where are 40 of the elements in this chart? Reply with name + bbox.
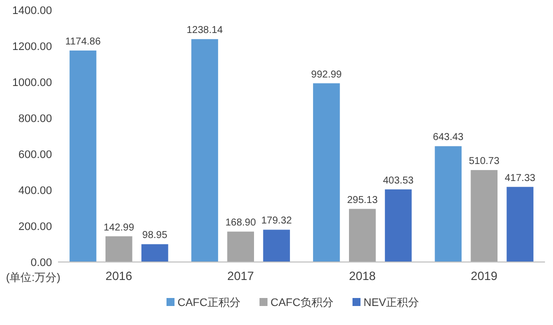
bar	[470, 170, 498, 262]
x-tick-label: 2017	[227, 269, 254, 283]
bar	[348, 208, 376, 262]
text: (单位:万分)	[6, 271, 60, 284]
text: 295.13	[347, 194, 378, 206]
y-tick-label: 1000.00	[12, 77, 52, 89]
text: 1238.14	[186, 25, 223, 36]
y-tick-label: 1200.00	[12, 41, 52, 53]
bar	[141, 244, 168, 262]
y-tick-label: 400.00	[18, 185, 52, 197]
text: 168.90	[225, 218, 256, 229]
x-tick-label: 2016	[106, 269, 133, 283]
y-tick-label: 800.00	[18, 113, 52, 125]
text: 98.95	[142, 230, 168, 242]
bar	[506, 186, 534, 262]
bar	[384, 189, 412, 262]
bar	[191, 39, 218, 262]
y-tick-label: 0.00	[30, 257, 52, 269]
text: 510.73	[468, 156, 500, 168]
legend-label: CAFC正积分	[178, 297, 240, 309]
legend-label: NEV正积分	[364, 297, 420, 309]
text: 1174.86	[65, 36, 101, 48]
x-tick-label: 2018	[349, 269, 376, 283]
text: 643.43	[432, 132, 464, 144]
text: 142.99	[104, 222, 134, 234]
y-tick-label: 600.00	[18, 149, 52, 161]
x-tick-label: 2019	[470, 269, 498, 283]
text: 403.53	[382, 175, 414, 186]
y-tick-label: 200.00	[18, 221, 52, 233]
text: 992.99	[311, 69, 342, 80]
legend-label: CAFC负积分	[270, 297, 334, 309]
bar	[313, 83, 340, 262]
bar	[105, 236, 132, 262]
text: 417.33	[504, 172, 536, 184]
text: 179.32	[261, 216, 292, 227]
bar	[227, 232, 254, 262]
bar	[263, 230, 290, 262]
y-tick-label: 1400.00	[12, 5, 52, 17]
bar	[434, 146, 462, 262]
bar	[70, 50, 96, 262]
